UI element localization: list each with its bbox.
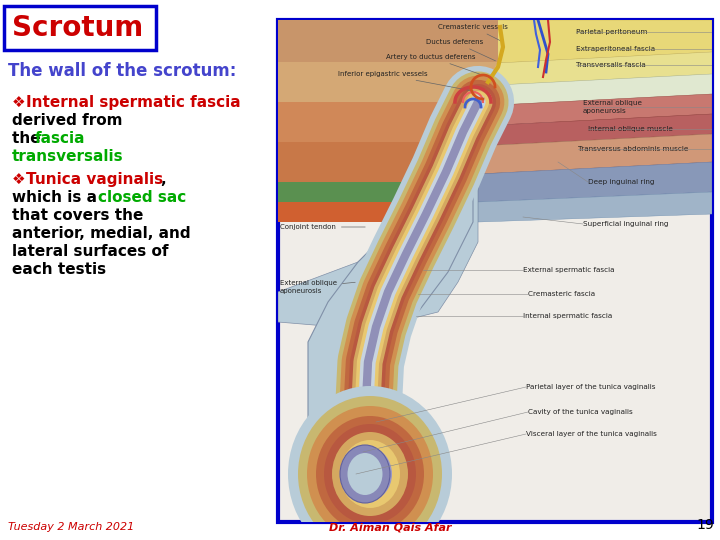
Ellipse shape xyxy=(316,416,424,532)
Text: Dr. Aiman Qais Afar: Dr. Aiman Qais Afar xyxy=(329,522,451,532)
Text: Deep inguinal ring: Deep inguinal ring xyxy=(588,179,654,185)
Text: Conjoint tendon: Conjoint tendon xyxy=(280,224,365,230)
Polygon shape xyxy=(478,134,712,174)
Text: Transversalis fascia: Transversalis fascia xyxy=(576,62,646,68)
Text: External spermatic fascia: External spermatic fascia xyxy=(523,267,614,273)
Text: Transversus abdominis muscle: Transversus abdominis muscle xyxy=(578,146,688,152)
Text: The wall of the scrotum:: The wall of the scrotum: xyxy=(8,62,236,80)
Ellipse shape xyxy=(356,456,384,492)
Polygon shape xyxy=(478,52,712,86)
Text: Cremasteric fascia: Cremasteric fascia xyxy=(528,291,595,297)
Text: the: the xyxy=(12,131,46,146)
Polygon shape xyxy=(438,162,478,202)
Text: ,: , xyxy=(160,172,166,187)
Polygon shape xyxy=(278,62,498,102)
Text: Inferior epigastric vessels: Inferior epigastric vessels xyxy=(338,71,475,91)
Polygon shape xyxy=(478,192,712,222)
Text: ❖: ❖ xyxy=(12,95,26,110)
Ellipse shape xyxy=(348,448,392,500)
Polygon shape xyxy=(278,202,438,222)
Polygon shape xyxy=(278,20,498,182)
Ellipse shape xyxy=(324,424,416,524)
Ellipse shape xyxy=(288,386,452,540)
Text: Cremasteric vessels: Cremasteric vessels xyxy=(438,24,508,40)
Ellipse shape xyxy=(348,453,382,495)
Text: Parietal peritoneum: Parietal peritoneum xyxy=(576,29,647,35)
Ellipse shape xyxy=(298,396,442,540)
Polygon shape xyxy=(278,20,498,62)
Text: Ductus deferens: Ductus deferens xyxy=(426,39,495,61)
Text: Tunica vaginalis: Tunica vaginalis xyxy=(26,172,163,187)
Polygon shape xyxy=(478,20,712,64)
Text: Superficial inguinal ring: Superficial inguinal ring xyxy=(583,221,668,227)
Polygon shape xyxy=(478,74,712,106)
Text: transversalis: transversalis xyxy=(12,149,124,164)
Text: closed sac: closed sac xyxy=(98,190,186,205)
Polygon shape xyxy=(478,94,712,126)
Polygon shape xyxy=(278,20,712,122)
Polygon shape xyxy=(478,114,712,146)
Polygon shape xyxy=(478,162,712,202)
Text: anterior, medial, and: anterior, medial, and xyxy=(12,226,191,241)
Ellipse shape xyxy=(340,445,390,503)
Polygon shape xyxy=(278,102,478,142)
Ellipse shape xyxy=(307,406,433,540)
Polygon shape xyxy=(278,142,458,182)
Polygon shape xyxy=(308,112,473,522)
Polygon shape xyxy=(278,102,478,327)
Polygon shape xyxy=(278,182,438,202)
Text: fascia: fascia xyxy=(35,131,86,146)
Text: External oblique
aponeurosis: External oblique aponeurosis xyxy=(583,100,642,113)
Text: Internal spermatic fascia: Internal spermatic fascia xyxy=(523,313,612,319)
Ellipse shape xyxy=(332,432,408,516)
Text: each testis: each testis xyxy=(12,262,106,277)
Text: that covers the: that covers the xyxy=(12,208,143,223)
Text: Parietal layer of the tunica vaginalis: Parietal layer of the tunica vaginalis xyxy=(526,384,655,390)
Text: External oblique
aponeurosis: External oblique aponeurosis xyxy=(280,280,355,294)
Text: ❖: ❖ xyxy=(12,172,26,187)
Text: Tuesday 2 March 2021: Tuesday 2 March 2021 xyxy=(8,522,134,532)
Text: Internal spermatic fascia: Internal spermatic fascia xyxy=(26,95,240,110)
Text: Extraperitoneal fascia: Extraperitoneal fascia xyxy=(576,46,655,52)
Text: derived from: derived from xyxy=(12,113,122,128)
Text: Scrotum: Scrotum xyxy=(12,14,143,42)
Text: 19: 19 xyxy=(696,518,714,532)
Text: Artery to ductus deferens: Artery to ductus deferens xyxy=(386,54,485,76)
Text: lateral surfaces of: lateral surfaces of xyxy=(12,244,168,259)
Text: Visceral layer of the tunica vaginalis: Visceral layer of the tunica vaginalis xyxy=(526,431,657,437)
Text: Internal oblique muscle: Internal oblique muscle xyxy=(588,126,673,132)
Text: Cavity of the tunica vaginalis: Cavity of the tunica vaginalis xyxy=(528,409,633,415)
Text: which is a: which is a xyxy=(12,190,102,205)
Bar xyxy=(278,20,712,522)
FancyBboxPatch shape xyxy=(4,6,156,50)
Ellipse shape xyxy=(340,440,400,508)
